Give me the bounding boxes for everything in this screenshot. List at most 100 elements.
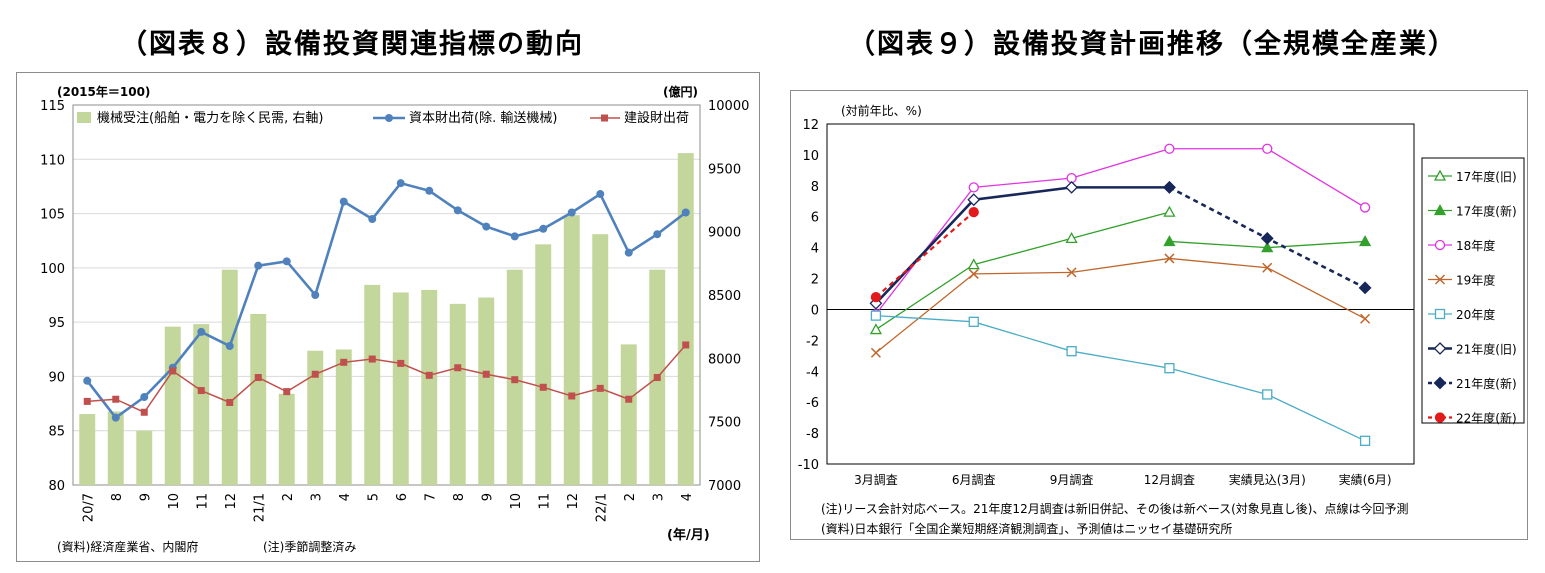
right-tick-label: 9500 — [708, 162, 741, 177]
legend-bar-swatch — [77, 112, 91, 123]
series-point — [1262, 389, 1273, 400]
series-line — [875, 148, 1366, 315]
left-tick-label: 105 — [40, 208, 65, 223]
x-tick-label: 12月調査 — [1144, 473, 1195, 487]
x-tick-label: 11 — [195, 493, 210, 510]
capital-goods-point — [425, 186, 434, 195]
x-tick-label: 8 — [110, 493, 125, 501]
series-point — [1262, 262, 1273, 273]
construction-goods-point — [169, 367, 177, 375]
series-point — [869, 323, 883, 335]
bar-mark — [79, 414, 96, 485]
series-point — [1066, 267, 1077, 278]
left-tick-label: 110 — [40, 153, 65, 168]
bar-mark — [478, 297, 495, 485]
series-point — [1261, 241, 1274, 253]
y-tick-label: 2 — [811, 273, 819, 288]
x-tick-label: 9 — [138, 493, 153, 501]
construction-goods-point — [83, 397, 91, 405]
y-tick-label: 8 — [811, 180, 819, 195]
x-tick-label: 2 — [281, 493, 296, 501]
legend-label: 22年度(新) — [1456, 411, 1517, 426]
capital-goods-point — [111, 413, 120, 422]
capital-goods-line — [86, 181, 687, 420]
series-point — [1260, 231, 1274, 245]
x-tick-label: 3月調査 — [854, 473, 898, 487]
capital-goods-point — [539, 224, 548, 233]
construction-goods-point — [596, 384, 604, 392]
legend-label: 資本財出荷(除. 輸送機械) — [409, 111, 557, 126]
plot-area — [826, 123, 1415, 465]
x-tick-label: 3 — [309, 493, 324, 501]
legend-label: 21年度(新) — [1456, 376, 1517, 391]
x-tick-label: 2 — [623, 493, 638, 501]
construction-goods-point — [140, 408, 148, 416]
bar-mark — [164, 326, 181, 485]
construction-goods-point — [625, 395, 633, 403]
bar-mark — [221, 269, 238, 485]
legend-marker — [1434, 308, 1446, 320]
left-tick-label: 100 — [40, 262, 65, 277]
legend-marker — [1434, 239, 1446, 251]
x-tick-label: 10 — [167, 493, 182, 510]
series-line — [875, 211, 1170, 331]
x-tick-label: 6月調査 — [952, 473, 996, 487]
construction-goods-point — [653, 374, 661, 382]
x-marker-stroke — [1066, 267, 1077, 278]
legend-marker — [1434, 412, 1446, 423]
y-tick-label: 4 — [811, 242, 819, 257]
bar-mark — [620, 344, 637, 485]
legend-label: 17年度(旧) — [1456, 169, 1517, 184]
capital-goods-point — [311, 291, 320, 299]
x-tick-label: 11 — [537, 493, 552, 510]
source-note: (資料)日本銀行「全国企業短期経済観測調査」、予測値はニッセイ基礎研究所 — [821, 521, 1232, 536]
construction-goods-point — [539, 383, 547, 391]
capital-goods-point — [624, 248, 633, 257]
series-point — [1358, 281, 1372, 295]
bar-mark — [107, 411, 124, 485]
bar-mark — [535, 244, 552, 485]
bar-mark — [335, 349, 352, 485]
construction-goods-point — [368, 355, 376, 363]
y-tick-label: -10 — [798, 458, 819, 473]
left-tick-label: 80 — [48, 479, 65, 494]
y-tick-label: 0 — [811, 303, 819, 318]
footnote: (注)リース会計対応ベース。21年度12月調査は新旧併記、その後は新ベース(対象… — [821, 501, 1408, 516]
series-point — [967, 193, 981, 207]
series-point — [1066, 346, 1077, 357]
construction-goods-point — [482, 370, 490, 378]
construction-goods-point — [283, 388, 291, 396]
chart9-panel: 12 10 8 6 4 2 0 -2 -4 -6 -8 -10 3月調査 6月調査 9月調査 12月調査 実績見… — [790, 90, 1528, 540]
bar-mark — [307, 350, 324, 485]
legend-marker — [1433, 169, 1447, 181]
construction-goods-point — [454, 364, 462, 372]
construction-goods-point — [511, 376, 519, 384]
series-point — [967, 258, 980, 270]
capital-goods-point — [197, 327, 206, 336]
capital-goods-point — [83, 376, 92, 385]
right-tick-label: 10000 — [708, 99, 749, 114]
x-tick-label: 実績見込(3月) — [1229, 472, 1306, 487]
legend-marker — [1434, 274, 1446, 285]
series-point — [1359, 202, 1371, 213]
y-axis-note: (対前年比、%) — [841, 103, 922, 118]
legend-label: 建設財出荷 — [624, 110, 689, 126]
bar-mark — [250, 314, 267, 485]
series-point — [968, 316, 979, 327]
x-unit-label: (年/月) — [667, 527, 710, 543]
capital-goods-point — [140, 393, 149, 402]
series-point — [1262, 143, 1273, 154]
bar-mark — [136, 430, 153, 485]
capital-goods-point — [339, 197, 348, 206]
series-point — [968, 268, 979, 279]
legend-marker — [1433, 204, 1447, 216]
series-point — [1359, 435, 1371, 446]
x-tick-label: 10 — [509, 493, 524, 510]
legend-label: 機械受注(船舶・電力を除く民需, 右軸) — [97, 110, 323, 126]
legend-marker — [1433, 376, 1447, 390]
series-line — [874, 186, 1170, 305]
series-point — [1164, 253, 1175, 264]
series-point — [1164, 363, 1175, 374]
left-tick-label: 85 — [48, 425, 65, 440]
x-marker-stroke — [1164, 253, 1175, 264]
